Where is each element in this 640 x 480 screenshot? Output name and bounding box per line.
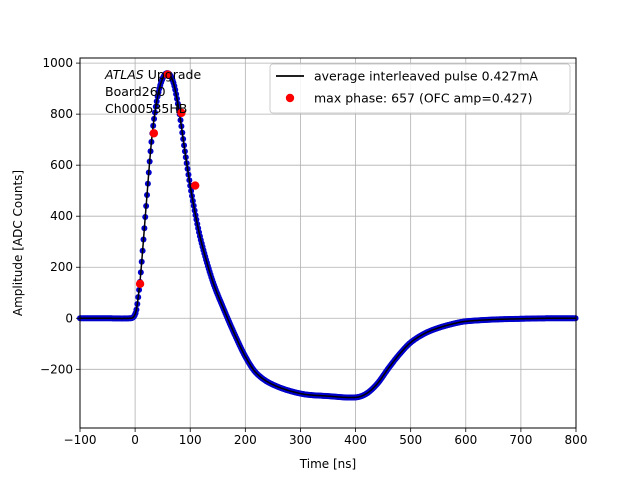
- max-phase-point: [149, 129, 159, 138]
- y-tick-label: 400: [50, 209, 73, 223]
- annotation-line: ATLAS Upgrade: [104, 67, 201, 82]
- legend-marker-swatch: [285, 93, 295, 103]
- legend-label: max phase: 657 (OFC amp=0.427): [314, 91, 532, 106]
- y-tick-label: 800: [50, 107, 73, 121]
- annotation-atlas: ATLAS: [104, 67, 144, 82]
- x-tick-label: 800: [565, 433, 588, 447]
- grid: [79, 58, 577, 428]
- x-tick-label: 700: [509, 433, 532, 447]
- x-tick-label: −100: [64, 433, 97, 447]
- annotation-upgrade: Upgrade: [144, 67, 202, 82]
- annotation: ATLAS Upgrade Board260 Ch000535HB: [104, 67, 201, 116]
- x-tick-label: 500: [399, 433, 422, 447]
- x-tick-label: 100: [179, 433, 202, 447]
- max-phase-point: [190, 181, 200, 190]
- plot-frame: [79, 57, 577, 429]
- max-phase-point: [163, 70, 172, 79]
- x-axis-label: Time [ns]: [299, 457, 356, 471]
- legend-label: average interleaved pulse 0.427mA: [314, 69, 539, 84]
- ticks: −100 0 100 200 300 400 500 600 700 800 −200 0 200 400…: [40, 56, 587, 447]
- y-tick-label: 200: [50, 260, 73, 274]
- max-phase-point: [135, 279, 145, 289]
- series-layer: [77, 70, 579, 401]
- x-tick-label: 300: [289, 433, 312, 447]
- x-tick-label: 600: [454, 433, 477, 447]
- y-tick-label: 1000: [42, 56, 73, 70]
- max-phase-point: [177, 108, 186, 118]
- pulse-line: [80, 72, 576, 399]
- legend-box: [269, 63, 571, 114]
- annotation-line: Board260: [105, 84, 166, 99]
- annotation-line: Ch000535HB: [105, 101, 187, 116]
- y-tick-label: 600: [50, 158, 73, 172]
- series-max-phase: [135, 70, 200, 289]
- legend: average interleaved pulse 0.427mA max pha…: [269, 63, 571, 114]
- y-tick-label: −200: [40, 362, 73, 376]
- series-pulse: [77, 70, 579, 401]
- x-tick-label: 400: [344, 433, 367, 447]
- x-tick-label: 0: [131, 433, 139, 447]
- y-axis-label: Amplitude [ADC Counts]: [11, 170, 25, 316]
- x-tick-label: 200: [234, 433, 257, 447]
- y-tick-label: 0: [65, 311, 73, 325]
